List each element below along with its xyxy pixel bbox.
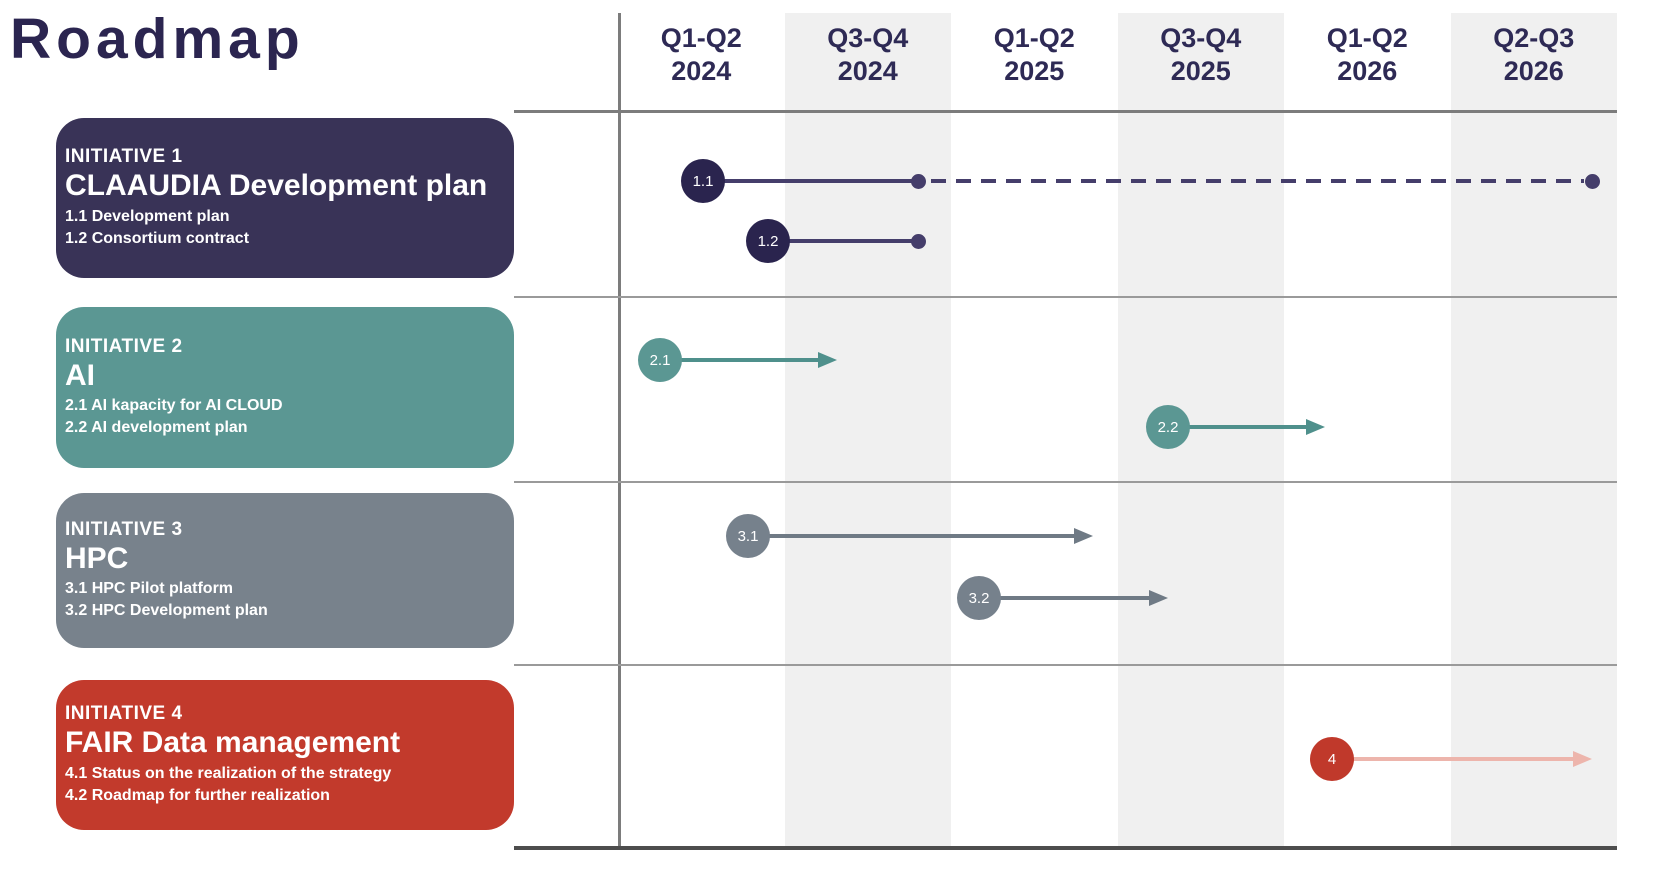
initiative-name: AI [65,358,95,392]
task-3.1-arrowhead [1074,528,1093,544]
task-1.1-dashed-line [931,179,1584,183]
task-1.2-milestone-dot [910,233,926,249]
task-1.2-label: 1.2 [757,232,779,250]
initiative-subitem: 4.2 Roadmap for further realization [65,786,330,804]
header-bottom-line [514,110,1617,113]
task-1.1-circle: 1.1 [681,159,725,203]
task-3.1-line [748,534,1078,538]
initiative-subitem: 3.1 HPC Pilot platform [65,580,234,598]
task-4-label: 4 [1327,750,1337,768]
task-2.1-label: 2.1 [649,351,671,369]
column-header-2: Q3-Q4 2024 [785,22,952,88]
task-4-circle: 4 [1310,737,1354,781]
column-header-year: 2024 [671,56,732,86]
page-title: Roadmap [10,7,305,71]
column-header-4: Q3-Q4 2025 [1118,22,1285,88]
chart-bottom-line [514,846,1617,850]
initiative-card-2: INITIATIVE 2 AI 2.1 AI kapacity for AI CLO… [56,307,514,468]
column-header-year: 2026 [1503,56,1564,86]
initiative-subitem: 4.1 Status on the realization of the str… [65,764,392,782]
task-4-line [1332,757,1577,761]
column-header-period: Q1-Q2 [1326,23,1408,53]
task-2.2-arrowhead [1306,419,1325,435]
column-header-6: Q2-Q3 2026 [1451,22,1618,88]
task-3.2-circle: 3.2 [957,576,1001,620]
initiative-card-3: INITIATIVE 3 HPC 3.1 HPC Pilot platform 3.2… [56,493,514,648]
column-header-year: 2025 [1170,56,1231,86]
initiative-name: FAIR Data management [65,726,401,760]
task-2.2-line [1168,425,1310,429]
column-shade-4 [1117,13,1284,848]
initiative-eyebrow: INITIATIVE 2 [65,335,183,357]
initiative-subitem: 1.2 Consortium contract [65,229,250,247]
initiative-eyebrow: INITIATIVE 1 [65,146,183,168]
task-2.2-label: 2.2 [1157,418,1179,436]
column-header-year: 2025 [1004,56,1065,86]
column-header-period: Q3-Q4 [827,23,909,53]
task-3.2-label: 3.2 [968,589,990,607]
row-separator-1 [514,296,1617,298]
task-3.2-arrowhead [1149,590,1168,606]
task-4-arrowhead [1573,751,1592,767]
initiative-card-1: INITIATIVE 1 CLAAUDIA Development plan 1.1… [56,118,514,278]
initiative-card-4: INITIATIVE 4 FAIR Data management 4.1 Stat… [56,680,514,830]
task-1.2-circle: 1.2 [746,219,790,263]
task-3.2-line [979,596,1153,600]
initiative-name: CLAAUDIA Development plan [65,169,488,203]
task-2.1-circle: 2.1 [638,338,682,382]
initiative-subitem: 2.1 AI kapacity for AI CLOUD [65,397,283,415]
task-3.1-circle: 3.1 [726,514,770,558]
column-header-5: Q1-Q2 2026 [1284,22,1451,88]
task-1.1-end-dot [1584,173,1600,189]
initiative-subitem: 3.2 HPC Development plan [65,602,268,620]
column-header-period: Q1-Q2 [993,23,1075,53]
initiative-subitem: 1.1 Development plan [65,207,230,225]
column-header-1: Q1-Q2 2024 [618,22,785,88]
task-3.1-label: 3.1 [737,527,759,545]
initiative-name: HPC [65,541,129,575]
row-separator-3 [514,664,1617,666]
column-header-period: Q1-Q2 [660,23,742,53]
column-header-year: 2026 [1337,56,1398,86]
column-header-3: Q1-Q2 2025 [951,22,1118,88]
column-shade-2 [784,13,951,848]
timeline-axis-vertical-line [618,13,621,848]
row-separator-2 [514,481,1617,483]
initiative-eyebrow: INITIATIVE 3 [65,518,183,540]
task-2.1-line [660,358,822,362]
initiative-subitem: 2.2 AI development plan [65,419,248,437]
task-1.2-line [768,239,918,243]
task-1.1-line [703,179,918,183]
task-2.1-arrowhead [818,352,837,368]
column-header-year: 2024 [837,56,898,86]
column-shade-6 [1450,13,1617,848]
column-header-period: Q2-Q3 [1493,23,1575,53]
task-2.2-circle: 2.2 [1146,405,1190,449]
column-header-period: Q3-Q4 [1160,23,1242,53]
task-1.1-milestone-dot [910,173,926,189]
task-1.1-label: 1.1 [692,172,714,190]
initiative-eyebrow: INITIATIVE 4 [65,703,183,725]
